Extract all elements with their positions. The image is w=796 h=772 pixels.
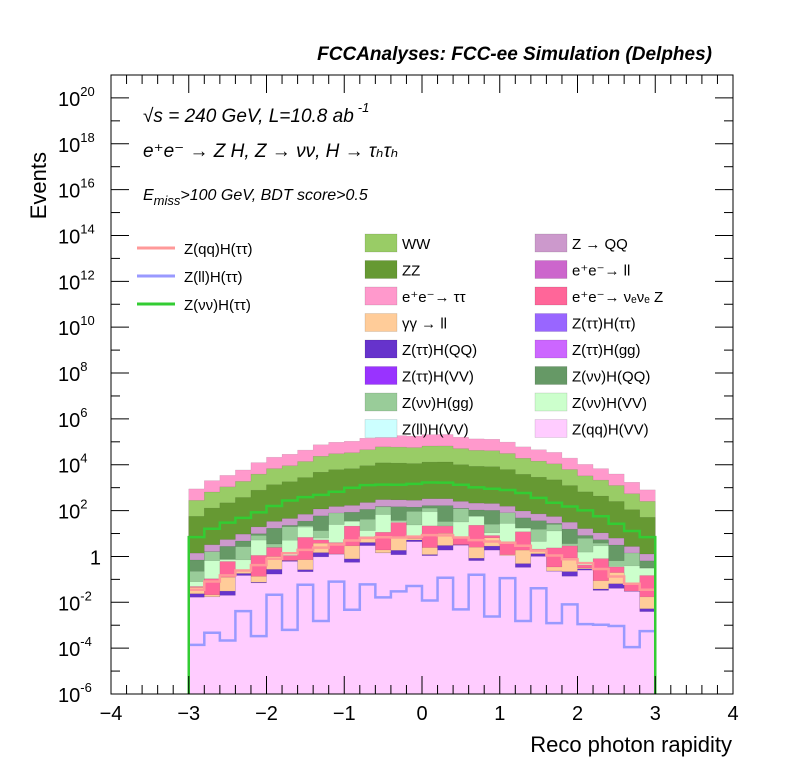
annotation-process: e⁺e⁻ → Z H, Z → νν, H → τₕτₕ: [143, 141, 398, 162]
legend-line-label: Z(νν)H(ττ): [184, 297, 251, 314]
y-tick-label: 1: [90, 547, 101, 569]
legend-fill-label: Z(ττ)H(VV): [402, 369, 474, 386]
legend-fill-label: Z → QQ: [572, 236, 628, 253]
legend-fill-label: Z(ττ)H(QQ): [402, 342, 477, 359]
x-tick-label: 0: [416, 703, 427, 725]
legend-fill-swatch: [365, 234, 397, 252]
histogram-layer: [189, 435, 656, 694]
legend-fill-swatch: [365, 261, 397, 279]
legend-fill-label: γγ → ll: [402, 316, 447, 333]
y-tick-label: 1012: [58, 267, 95, 294]
chart-canvas: −4 −3 −2 −1 0 1 2 3 4 10-6 10-4 10-2 1 102 104 106 108 10…: [0, 0, 796, 772]
legend-fill-label: Z(ττ)H(gg): [572, 342, 641, 359]
legend-fill-swatch: [365, 287, 397, 305]
y-tick-label: 10-2: [58, 588, 92, 615]
y-tick-label: 108: [58, 359, 87, 386]
legend-fill-label: Z(νν)H(QQ): [572, 369, 650, 386]
legend-line-label: Z(qq)H(ττ): [184, 241, 253, 258]
x-tick-label: −2: [255, 703, 278, 725]
x-tick-label: 2: [572, 703, 583, 725]
y-tick-label: 106: [58, 405, 87, 432]
y-tick-label: 104: [58, 451, 87, 478]
y-axis-label: Events: [26, 152, 51, 219]
legend-fill-swatch: [535, 234, 567, 252]
y-tick-label: 10-6: [58, 680, 92, 707]
y-tick-label: 1016: [58, 176, 95, 203]
legend-fill-label: Z(ll)H(VV): [402, 422, 469, 439]
legend-fill-label: e⁺e⁻→ ττ: [402, 289, 466, 306]
annotations: √s = 240 GeV, L=10.8 ab -1 e⁺e⁻ → Z H, Z …: [143, 100, 398, 208]
y-tick-label: 10-4: [58, 634, 92, 661]
legend-fill-label: e⁺e⁻→ νₑνₑ Z: [572, 289, 663, 306]
legend-fill-label: Z(νν)H(VV): [572, 395, 647, 412]
legend: Z(qq)H(ττ) Z(ll)H(ττ) Z(νν)H(ττ) WW Z → QQ ZZ…: [137, 234, 663, 439]
legend-fill-label: Z(qq)H(VV): [572, 422, 649, 439]
y-tick-label: 1018: [58, 130, 95, 157]
legend-fill-swatch: [365, 393, 397, 411]
y-tick-label: 1010: [58, 313, 95, 340]
x-tick-label: −3: [177, 703, 200, 725]
legend-fill-label: WW: [402, 236, 431, 253]
legend-fill-swatch: [365, 314, 397, 332]
x-tick-label: 3: [650, 703, 661, 725]
legend-fill-label: e⁺e⁻→ ll: [572, 263, 630, 280]
x-tick-label: 1: [494, 703, 505, 725]
y-tick-label: 1020: [58, 84, 95, 111]
legend-fill-swatch: [535, 314, 567, 332]
legend-fill-label: Z(νν)H(gg): [402, 395, 474, 412]
legend-fill-swatch: [535, 393, 567, 411]
x-axis-label: Reco photon rapidity: [530, 732, 732, 757]
legend-fill-label: ZZ: [402, 263, 420, 280]
legend-fill-swatch: [365, 340, 397, 358]
chart-title: FCCAnalyses: FCC-ee Simulation (Delphes): [317, 44, 712, 65]
legend-line-label: Z(ll)H(ττ): [184, 269, 243, 286]
legend-fill-swatch: [535, 367, 567, 385]
y-tick-label: 102: [58, 497, 87, 524]
annotation-selection: Emiss>100 GeV, BDT score>0.5: [143, 187, 368, 208]
legend-fill-swatch: [365, 420, 397, 438]
x-tick-label: −1: [333, 703, 356, 725]
legend-fill-swatch: [535, 340, 567, 358]
x-tick-label: −4: [100, 703, 123, 725]
x-tick-label: 4: [727, 703, 738, 725]
legend-fill-swatch: [535, 420, 567, 438]
y-tick-label: 1014: [58, 221, 95, 248]
legend-fill-swatch: [535, 287, 567, 305]
annotation-energy-lumi: √s = 240 GeV, L=10.8 ab -1: [143, 100, 369, 127]
legend-fill-swatch: [365, 367, 397, 385]
legend-fill-label: Z(ττ)H(ττ): [572, 316, 636, 333]
legend-fill-swatch: [535, 261, 567, 279]
